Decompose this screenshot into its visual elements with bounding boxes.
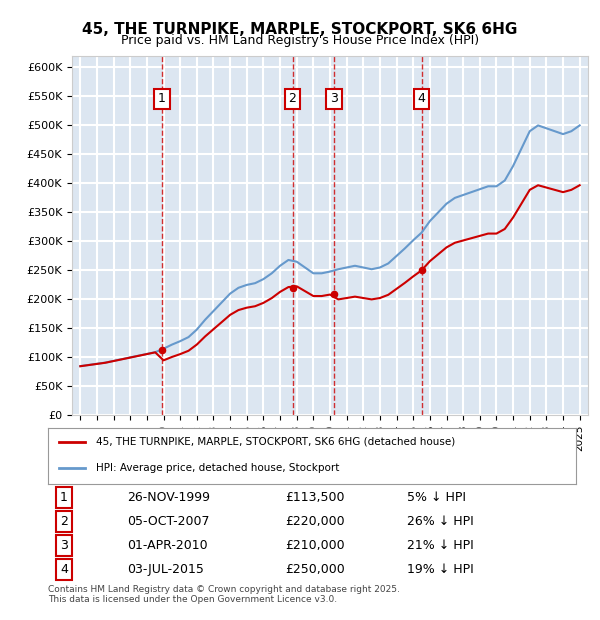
Text: 01-APR-2010: 01-APR-2010 [127, 539, 208, 552]
Text: 26% ↓ HPI: 26% ↓ HPI [407, 515, 474, 528]
Text: 26-NOV-1999: 26-NOV-1999 [127, 491, 210, 504]
Text: HPI: Average price, detached house, Stockport: HPI: Average price, detached house, Stoc… [95, 463, 339, 473]
Text: 1: 1 [158, 92, 166, 105]
Text: 4: 4 [60, 563, 68, 576]
Text: 1: 1 [60, 491, 68, 504]
Text: 45, THE TURNPIKE, MARPLE, STOCKPORT, SK6 6HG: 45, THE TURNPIKE, MARPLE, STOCKPORT, SK6… [82, 22, 518, 37]
Text: Price paid vs. HM Land Registry's House Price Index (HPI): Price paid vs. HM Land Registry's House … [121, 34, 479, 47]
Text: £210,000: £210,000 [286, 539, 345, 552]
Text: 2: 2 [289, 92, 296, 105]
Text: 05-OCT-2007: 05-OCT-2007 [127, 515, 210, 528]
Text: 3: 3 [330, 92, 338, 105]
Text: 03-JUL-2015: 03-JUL-2015 [127, 563, 204, 576]
Text: 3: 3 [60, 539, 68, 552]
Point [329, 289, 339, 299]
Text: £220,000: £220,000 [286, 515, 345, 528]
Point [288, 283, 298, 293]
Text: 2: 2 [60, 515, 68, 528]
Text: 19% ↓ HPI: 19% ↓ HPI [407, 563, 474, 576]
Text: Contains HM Land Registry data © Crown copyright and database right 2025.
This d: Contains HM Land Registry data © Crown c… [48, 585, 400, 604]
Text: 45, THE TURNPIKE, MARPLE, STOCKPORT, SK6 6HG (detached house): 45, THE TURNPIKE, MARPLE, STOCKPORT, SK6… [95, 436, 455, 447]
Text: 5% ↓ HPI: 5% ↓ HPI [407, 491, 466, 504]
Point [417, 265, 427, 275]
Text: £250,000: £250,000 [286, 563, 346, 576]
Text: 21% ↓ HPI: 21% ↓ HPI [407, 539, 474, 552]
Point [157, 345, 167, 355]
Text: 4: 4 [418, 92, 425, 105]
Text: £113,500: £113,500 [286, 491, 345, 504]
